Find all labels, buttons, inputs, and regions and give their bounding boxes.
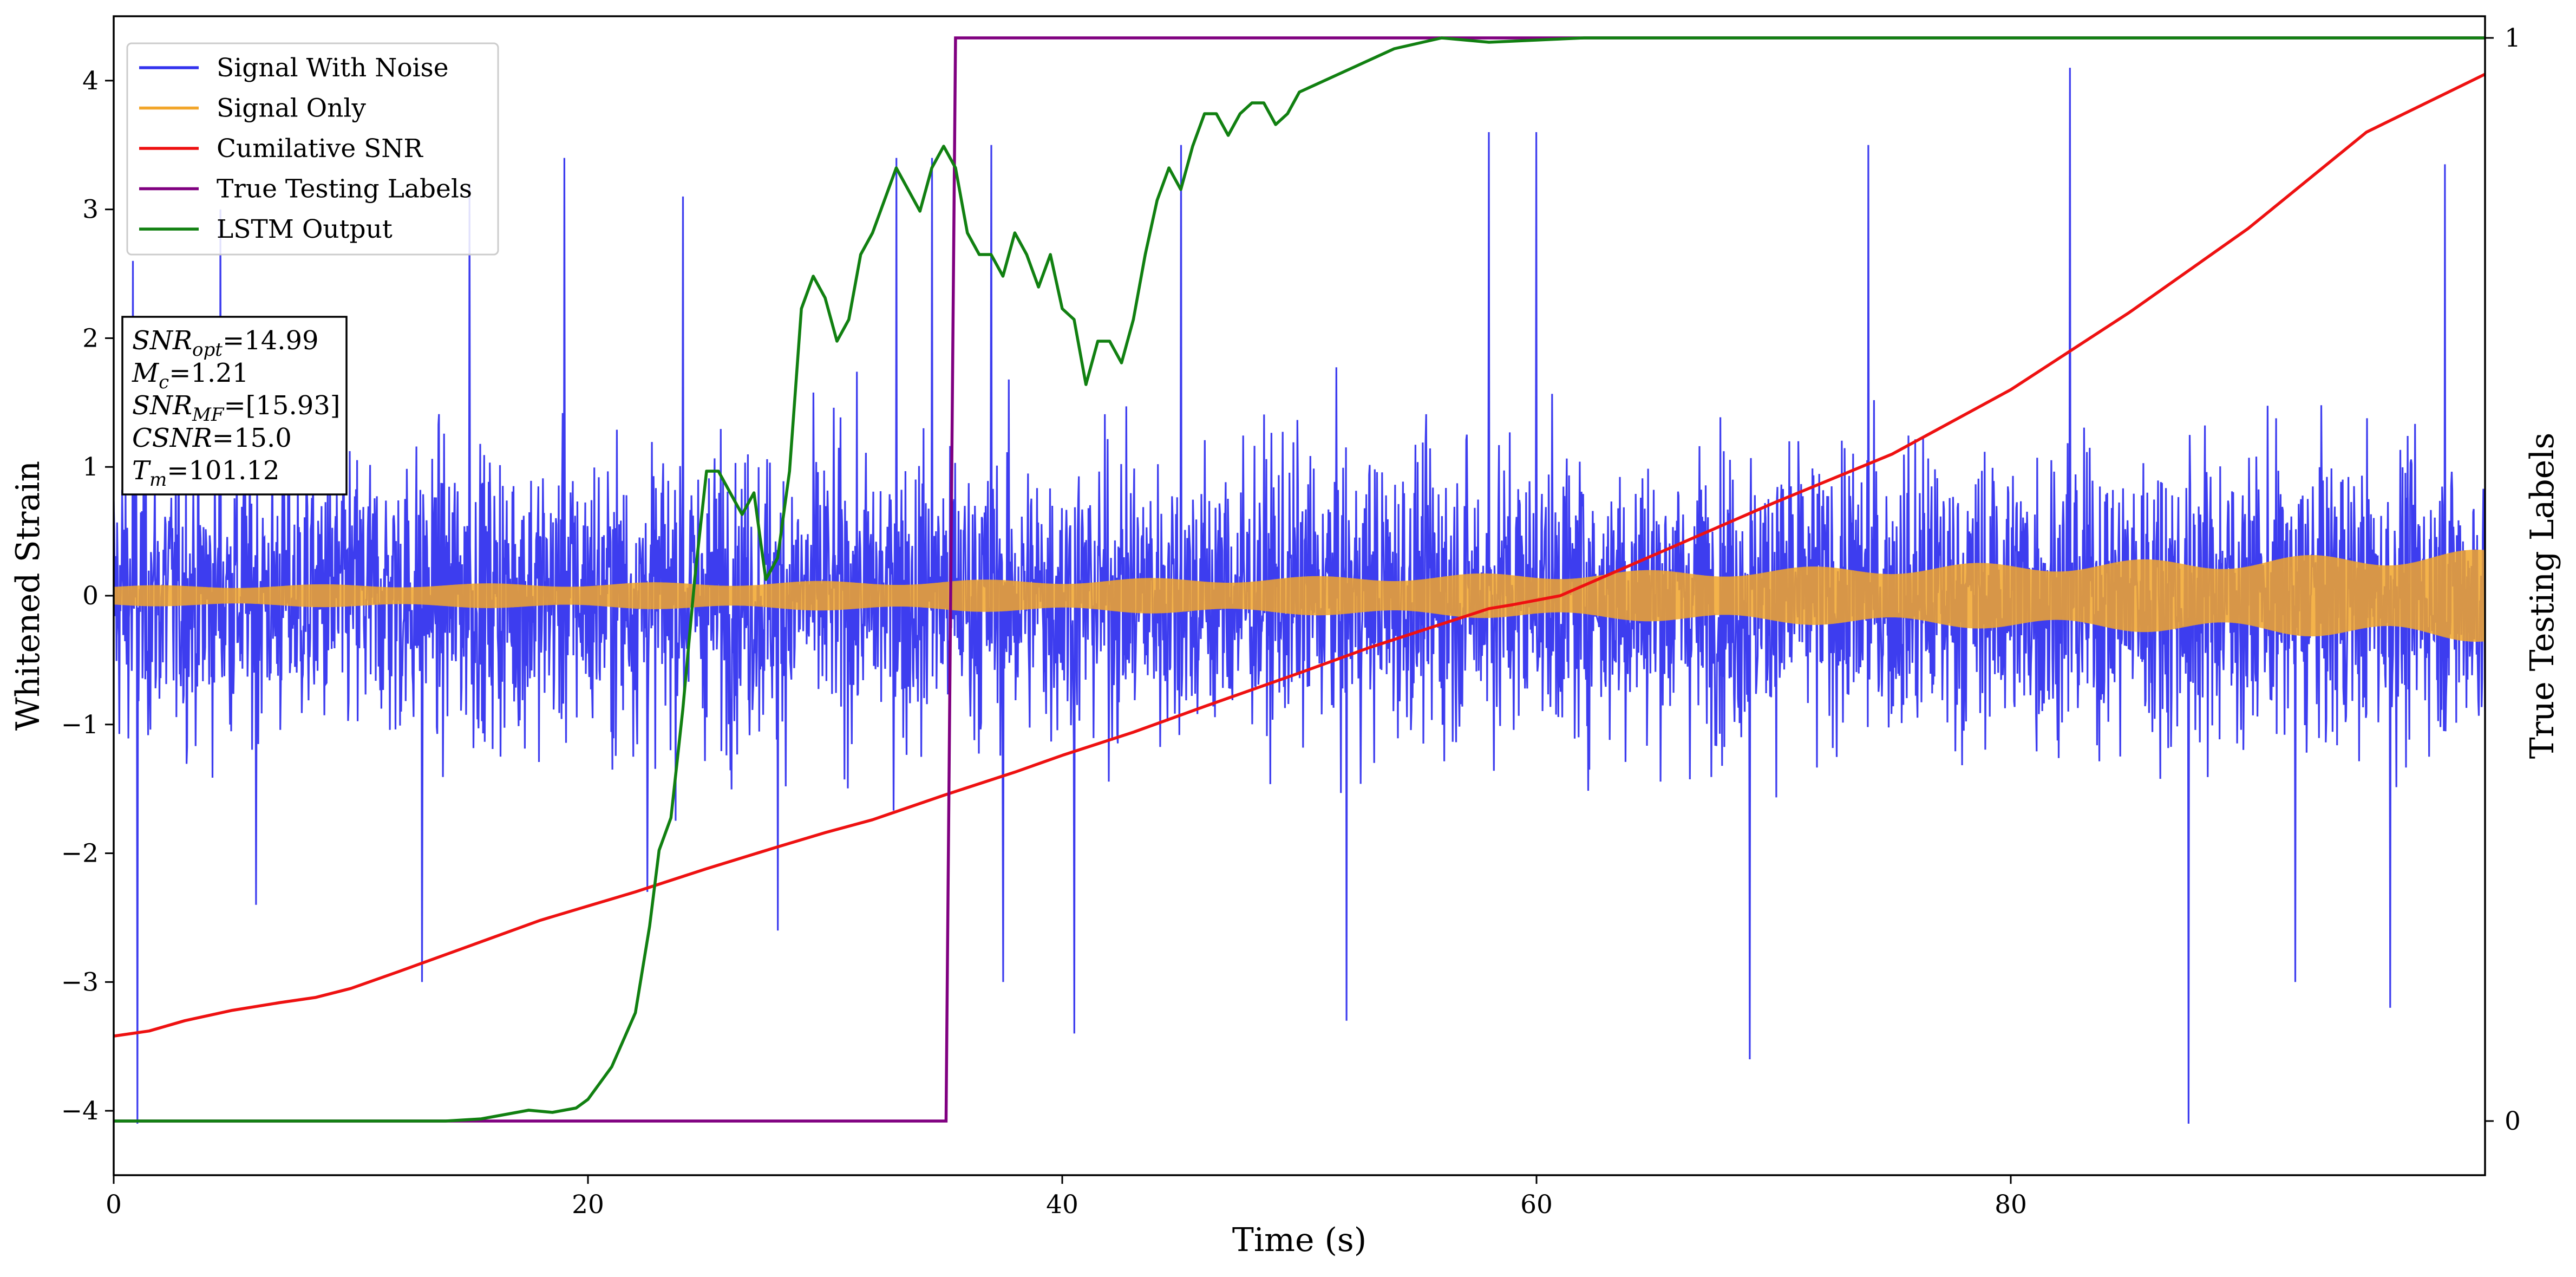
x-axis-title: Time (s) (1232, 1221, 1367, 1259)
legend-box (126, 42, 499, 256)
annotation-line: SNRMF=[15.93] (132, 390, 341, 426)
y-tick-label: 1 (82, 452, 99, 482)
x-tick-label: 0 (106, 1190, 122, 1220)
legend-label: Signal With Noise (217, 53, 449, 83)
y-tick-label: 0 (82, 581, 99, 611)
annotation-box: SNRopt=14.99Mc=1.21SNRMF=[15.93]CSNR=15.… (121, 316, 348, 496)
y2-tick-label: 1 (2505, 23, 2521, 53)
annotation-box-frame (121, 316, 348, 496)
x-tick-label: 40 (1046, 1190, 1078, 1220)
y2-tick-label: 0 (2505, 1106, 2521, 1136)
series-cumilative-snr-line (114, 73, 2485, 1038)
legend: Signal With Noise Signal Only Cumilative S… (126, 42, 499, 256)
y-tick-label: −2 (61, 839, 99, 869)
y-tick-label: −1 (61, 710, 99, 740)
x-tick-label: 60 (1520, 1190, 1553, 1220)
x-tick-label: 20 (572, 1190, 604, 1220)
x-tick-label: 80 (1995, 1190, 2027, 1220)
y-tick-label: 2 (82, 323, 99, 353)
legend-label: LSTM Output (217, 214, 393, 244)
y-tick-label: 3 (82, 195, 99, 225)
annotation-line: SNRopt=14.99 (132, 325, 319, 361)
legend-label: Cumilative SNR (217, 134, 423, 164)
y-axis-title: Whitened Strain (9, 461, 47, 731)
y-tick-label: −3 (61, 967, 99, 997)
series-lstm-output-line (114, 36, 2485, 1123)
annotation-line: Tm=101.12 (132, 455, 279, 491)
y-tick-label: −4 (61, 1096, 99, 1126)
y2-axis-title: True Testing Labels (2523, 433, 2561, 759)
legend-label: Signal Only (217, 94, 366, 123)
plot-area (114, 36, 2485, 1124)
annotation-line: Mc=1.21 (132, 358, 249, 393)
y-tick-label: 4 (82, 66, 99, 96)
series-signal-with-noise-line (114, 68, 2485, 1124)
annotation-line: CSNR=15.0 (132, 423, 292, 453)
series-signal-only-line (114, 549, 2485, 642)
legend-label: True Testing Labels (217, 174, 472, 204)
